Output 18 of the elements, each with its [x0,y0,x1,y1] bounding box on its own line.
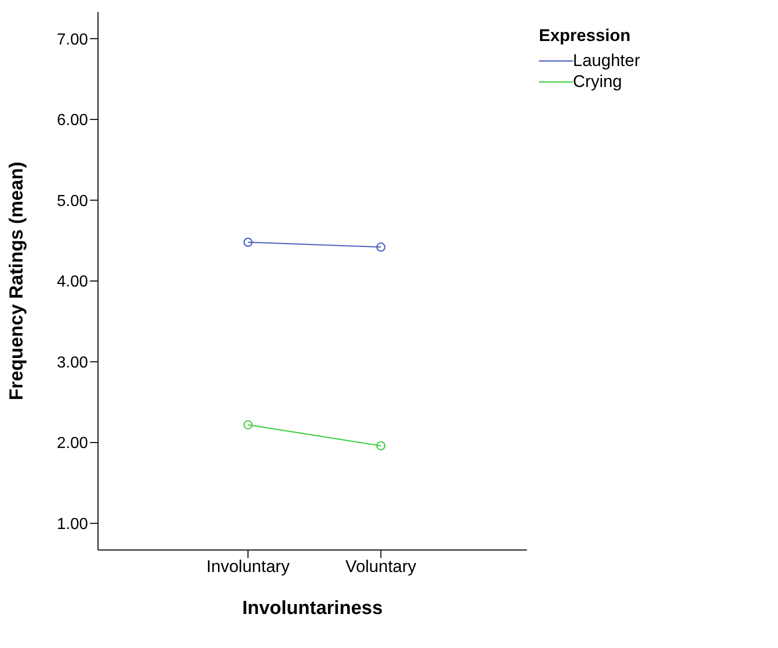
y-tick-label: 7.00 [56,31,88,48]
x-tick-label: Voluntary [345,557,417,576]
legend-label: Crying [572,71,622,92]
point [243,420,253,430]
y-tick-label: 5.00 [56,192,88,210]
y-tick-label: 4.00 [56,274,88,291]
y-axis-title: Frequency Ratings (mean) [6,162,28,400]
legend-label: Laughter [572,50,640,71]
x-tick-label: Involuntary [206,557,290,576]
x-axis-title: Involuntariness [242,598,383,619]
point [376,242,386,252]
y-tick-label: 1.00 [56,516,88,534]
legend-title: Expression [538,26,632,46]
point [376,441,386,450]
y-tick-label: 2.00 [56,435,88,452]
y-tick-label: 3.00 [56,354,88,372]
point [243,238,253,247]
y-tick-label: 6.00 [56,112,88,130]
